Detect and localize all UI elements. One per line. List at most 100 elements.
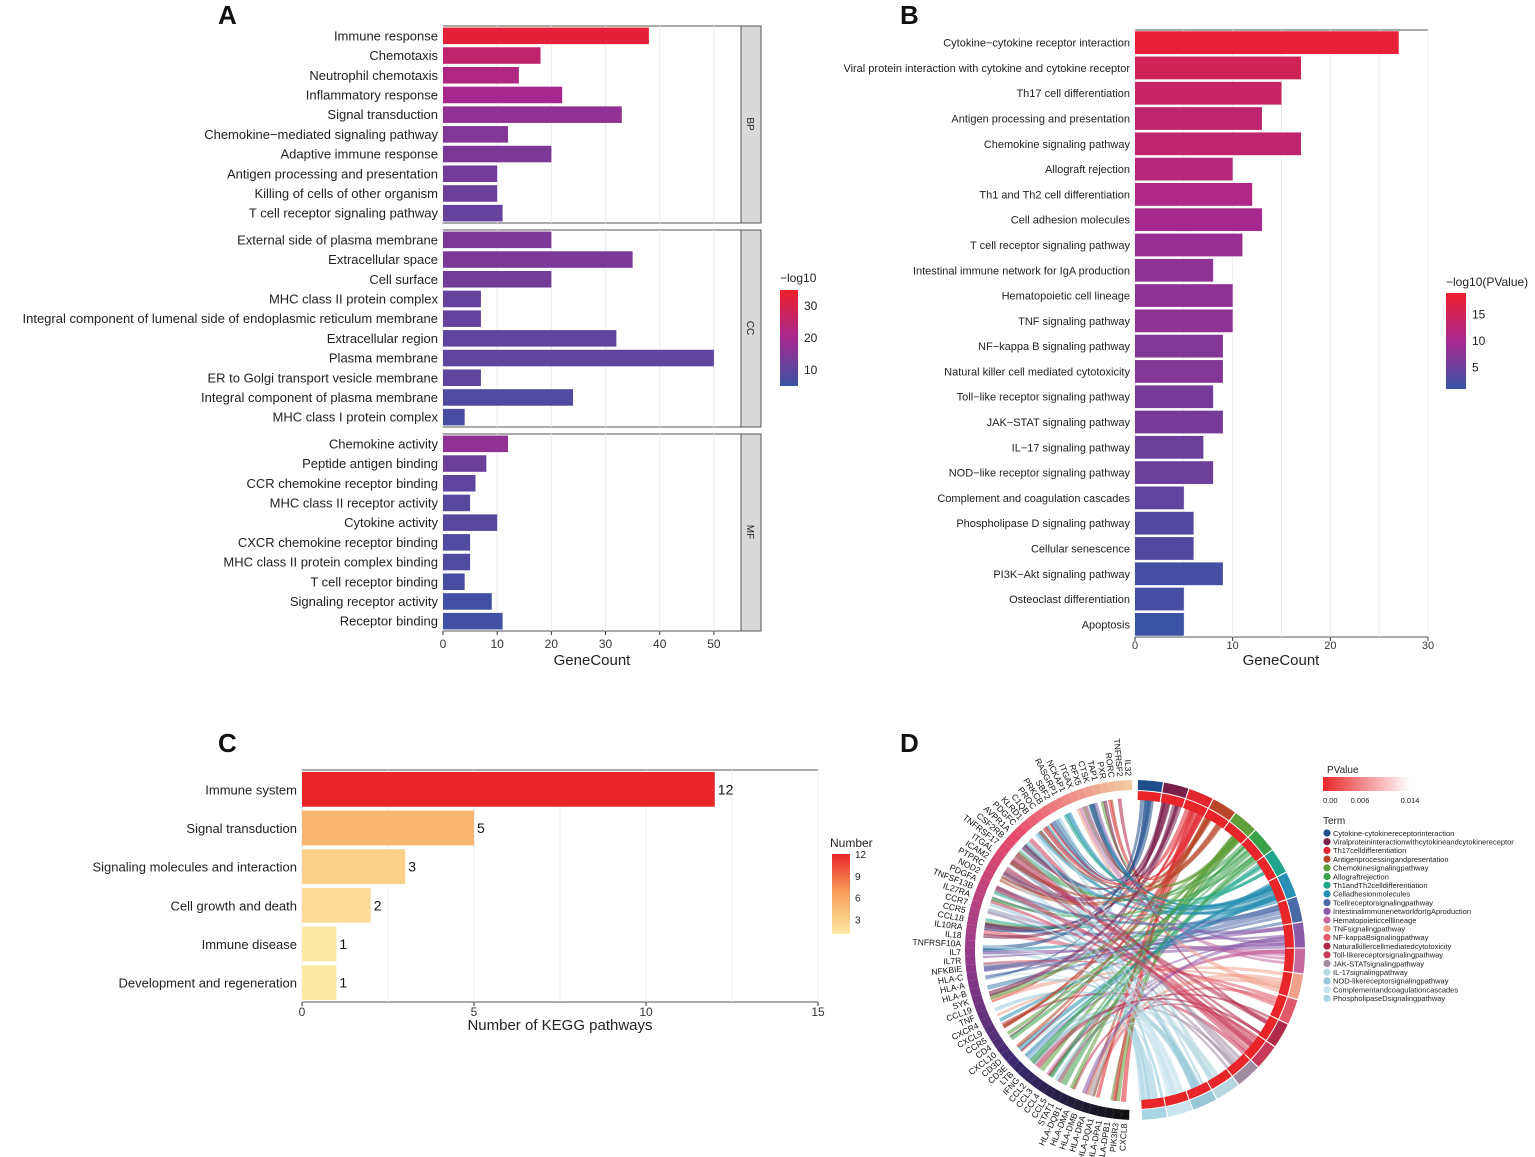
d-gene-sector (965, 964, 977, 974)
d-term-legend-swatch (1323, 951, 1331, 959)
a-bar (443, 251, 633, 268)
panel-label-a: A (218, 0, 237, 30)
d-gene-label: PXR (1095, 761, 1108, 780)
d-term-sector (1166, 1100, 1193, 1117)
d-gene-sector (989, 855, 1002, 868)
d-term-sector (1137, 780, 1163, 793)
a-facet-mf-frame (442, 433, 742, 632)
b-category-label: Intestinal immune network for IgA produc… (913, 265, 1130, 277)
a-category-label: MHC class II protein complex binding (223, 555, 438, 570)
b-bar (1135, 410, 1223, 434)
panel-b-kegg-enrichment: Cytokine−cytokine receptor interaction Vi… (843, 29, 1528, 669)
d-term-sector (1293, 948, 1305, 974)
a-category-label: Antigen processing and presentation (227, 166, 438, 181)
d-term-legend-swatch (1323, 899, 1331, 907)
d-gene-sector (1018, 1066, 1031, 1079)
d-gene-sector (991, 1036, 1005, 1049)
a-bar (443, 47, 541, 64)
c-x-tick-label: 0 (299, 1005, 306, 1019)
d-term-legend-label: IntestinalimmunenetworkforIgAproduction (1333, 907, 1471, 916)
a-category-label: Integral component of lumenal side of en… (23, 311, 439, 326)
b-bar (1135, 461, 1214, 484)
a-category-label: T cell receptor binding (310, 574, 438, 589)
d-term-legend-swatch (1323, 933, 1331, 942)
d-ribbon (1029, 851, 1253, 1065)
b-bar (1135, 183, 1253, 206)
d-gene-label: IL32 (1123, 759, 1134, 776)
d-gene-label: IL10RA (934, 918, 964, 932)
a-bar (443, 369, 481, 387)
d-ribbon (1108, 799, 1202, 879)
b-category-label: Th17 cell differentiation (1016, 88, 1130, 100)
d-gene-label: SYK (951, 997, 971, 1012)
d-gene-sector (965, 940, 976, 949)
b-bar (1135, 56, 1302, 80)
d-term-sector (1251, 1041, 1275, 1067)
d-term-pvalue-track (1256, 856, 1277, 881)
d-gene-sector (1083, 785, 1095, 798)
d-gene-sector (1073, 1099, 1084, 1112)
b-bar (1135, 537, 1194, 560)
d-ribbon (1023, 842, 1278, 916)
a-bar (443, 310, 481, 327)
b-bar (1135, 435, 1204, 459)
a-strip-mf-label: MF (744, 525, 755, 539)
b-bar (1135, 157, 1233, 181)
b-category-label: NF−kappa B signaling pathway (978, 341, 1130, 353)
d-ribbon (1076, 808, 1283, 994)
c-category-label: Signal transduction (186, 821, 297, 836)
a-category-label: MHC class I protein complex (273, 410, 439, 425)
d-ribbon (983, 800, 1171, 939)
a-x-tick-label: 10 (491, 637, 505, 651)
a-category-label: External side of plasma membrane (237, 232, 438, 247)
b-bar (1135, 587, 1184, 611)
d-gene-label: IL7 (949, 947, 961, 957)
a-legend-tick-label: 30 (804, 299, 818, 313)
panel-d-chord: CXCL8PIK3R3HLA-DPB1HLA-DPA1HLA-DQA1HLA-D… (912, 738, 1514, 1157)
c-legend-colorbar (832, 854, 850, 934)
d-gene-sector (1065, 1096, 1077, 1109)
c-x-axis-title: Number of KEGG pathways (467, 1017, 652, 1034)
d-gene-sector (1075, 787, 1087, 800)
a-category-label: Signal transduction (327, 107, 438, 122)
d-term-sector (1209, 799, 1235, 821)
d-ribbon (1001, 816, 1213, 904)
b-bar (1135, 360, 1223, 383)
d-term-legend-swatch (1323, 838, 1331, 846)
a-bar (443, 231, 552, 249)
panel-c-kegg-classes: 12 5 3 2 1 1 Immune system Signal transduction… (92, 769, 873, 1034)
d-ribbon (1006, 835, 1238, 1036)
d-ribbon (994, 885, 1164, 1100)
d-gene-sector (987, 1029, 1001, 1042)
a-legend-tick-label: 20 (804, 331, 818, 345)
a-x-axis-title: GeneCount (554, 652, 632, 669)
a-bar (443, 455, 487, 472)
d-term-pvalue-track (1244, 1035, 1266, 1060)
b-category-label: Apoptosis (1082, 619, 1131, 631)
d-ribbon (1001, 801, 1172, 902)
c-bar (302, 965, 337, 1001)
d-ribbon (1078, 806, 1288, 961)
d-term-legend-label: Naturalkillercellmediatedcytotoxicity (1333, 942, 1452, 951)
b-x-tick-label: 0 (1132, 640, 1138, 652)
a-category-label: ER to Golgi transport vesicle membrane (208, 370, 438, 385)
d-term-sector (1264, 850, 1286, 877)
d-gene-sector (1080, 1101, 1092, 1114)
d-pvalue-colorbar (1323, 777, 1410, 791)
d-gene-sector (965, 932, 976, 941)
c-bar (302, 926, 337, 962)
c-legend-tick-label: 9 (855, 872, 861, 883)
d-term-legend-swatch (1323, 994, 1331, 1002)
b-x-tick-label: 30 (1422, 640, 1434, 652)
d-gene-sector (971, 994, 984, 1005)
b-x-axis-title: GeneCount (1243, 652, 1321, 669)
a-category-label: Receptor binding (340, 614, 438, 629)
c-x-tick-label: 10 (639, 1005, 653, 1019)
d-ribbon (1019, 847, 1196, 1092)
d-gene-sector (966, 971, 978, 982)
a-x-tick-label: 20 (545, 637, 559, 651)
d-gene-sector (985, 862, 998, 875)
a-bar (443, 145, 552, 163)
d-gene-sector (966, 915, 979, 926)
d-gene-sector (1096, 1105, 1107, 1118)
